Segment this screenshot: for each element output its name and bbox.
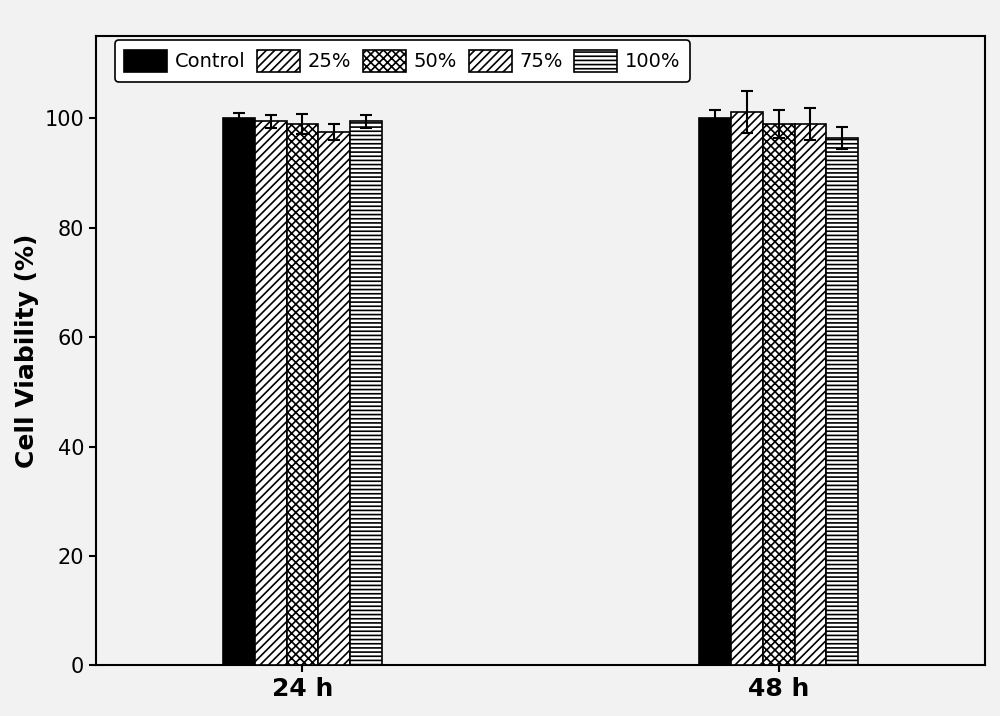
Legend: Control, 25%, 50%, 75%, 100%: Control, 25%, 50%, 75%, 100% — [115, 40, 690, 82]
Bar — [699, 118, 731, 665]
Bar — [731, 112, 763, 665]
Bar — [223, 118, 255, 665]
Bar — [350, 121, 382, 665]
Bar — [287, 124, 318, 665]
Y-axis label: Cell Viability (%): Cell Viability (%) — [15, 233, 39, 468]
Bar — [763, 124, 795, 665]
Bar — [826, 137, 858, 665]
Bar — [255, 121, 287, 665]
Bar — [795, 124, 826, 665]
Bar — [318, 132, 350, 665]
